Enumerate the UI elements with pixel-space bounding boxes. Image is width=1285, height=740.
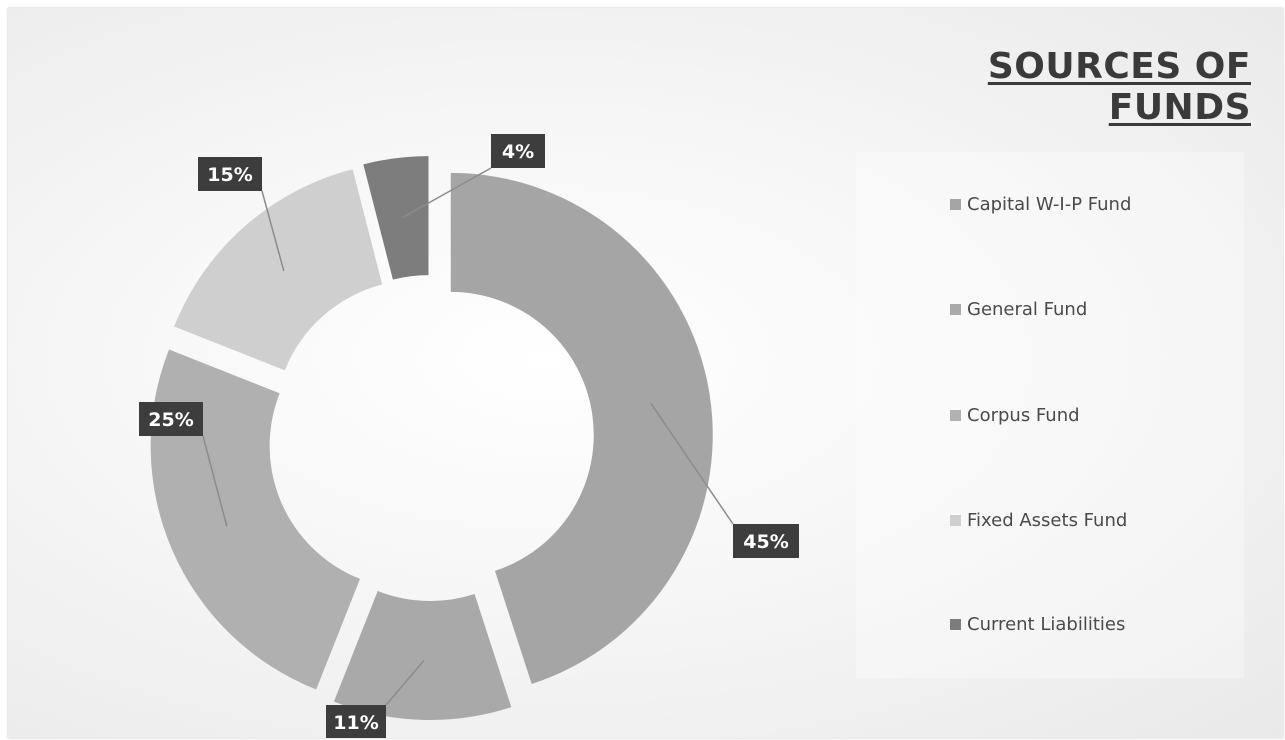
leader-line [385,659,425,706]
data-label-box [491,134,545,168]
legend-swatch-icon [950,198,961,210]
leader-line [402,167,492,218]
data-label-box [139,402,203,436]
chart-slide: 45% 11% 25% 15% 4% SOURCES OF FUNDS Capital … [8,8,1283,738]
chart-title: SOURCES OF FUNDS [987,46,1251,128]
donut-chart: 45% 11% 25% 15% 4% [139,134,799,738]
legend-swatch-icon [950,303,961,315]
legend-item: Current Liabilities [950,612,1125,636]
data-label-box [326,705,386,738]
data-label: 15% [207,164,252,186]
leader-line [261,190,285,272]
legend-swatch-icon [950,618,961,630]
donut-slice [150,349,361,690]
data-label-box [733,524,799,558]
leader-line [202,435,228,527]
data-label: 11% [333,712,378,734]
legend-label: Fixed Assets Fund [967,509,1128,531]
legend-item: Capital W-I-P Fund [950,192,1131,216]
legend-label: General Fund [967,298,1088,320]
donut-slice [174,169,383,371]
legend-label: Current Liabilities [967,613,1126,635]
legend: Capital W-I-P Fund General Fund Corpus F… [856,152,1244,678]
donut-slice [450,172,713,685]
data-label: 4% [502,141,534,163]
legend-label: Corpus Fund [967,404,1080,426]
legend-label: Capital W-I-P Fund [967,193,1132,215]
legend-item: General Fund [950,297,1087,321]
donut-slice [363,156,429,280]
leader-line [650,402,734,525]
donut-slice [333,590,512,720]
legend-swatch-icon [950,514,961,526]
legend-swatch-icon [950,409,961,421]
data-label: 45% [743,531,788,553]
data-label: 25% [148,409,193,431]
legend-item: Corpus Fund [950,403,1080,427]
legend-item: Fixed Assets Fund [950,508,1127,532]
data-label-box [198,157,262,191]
